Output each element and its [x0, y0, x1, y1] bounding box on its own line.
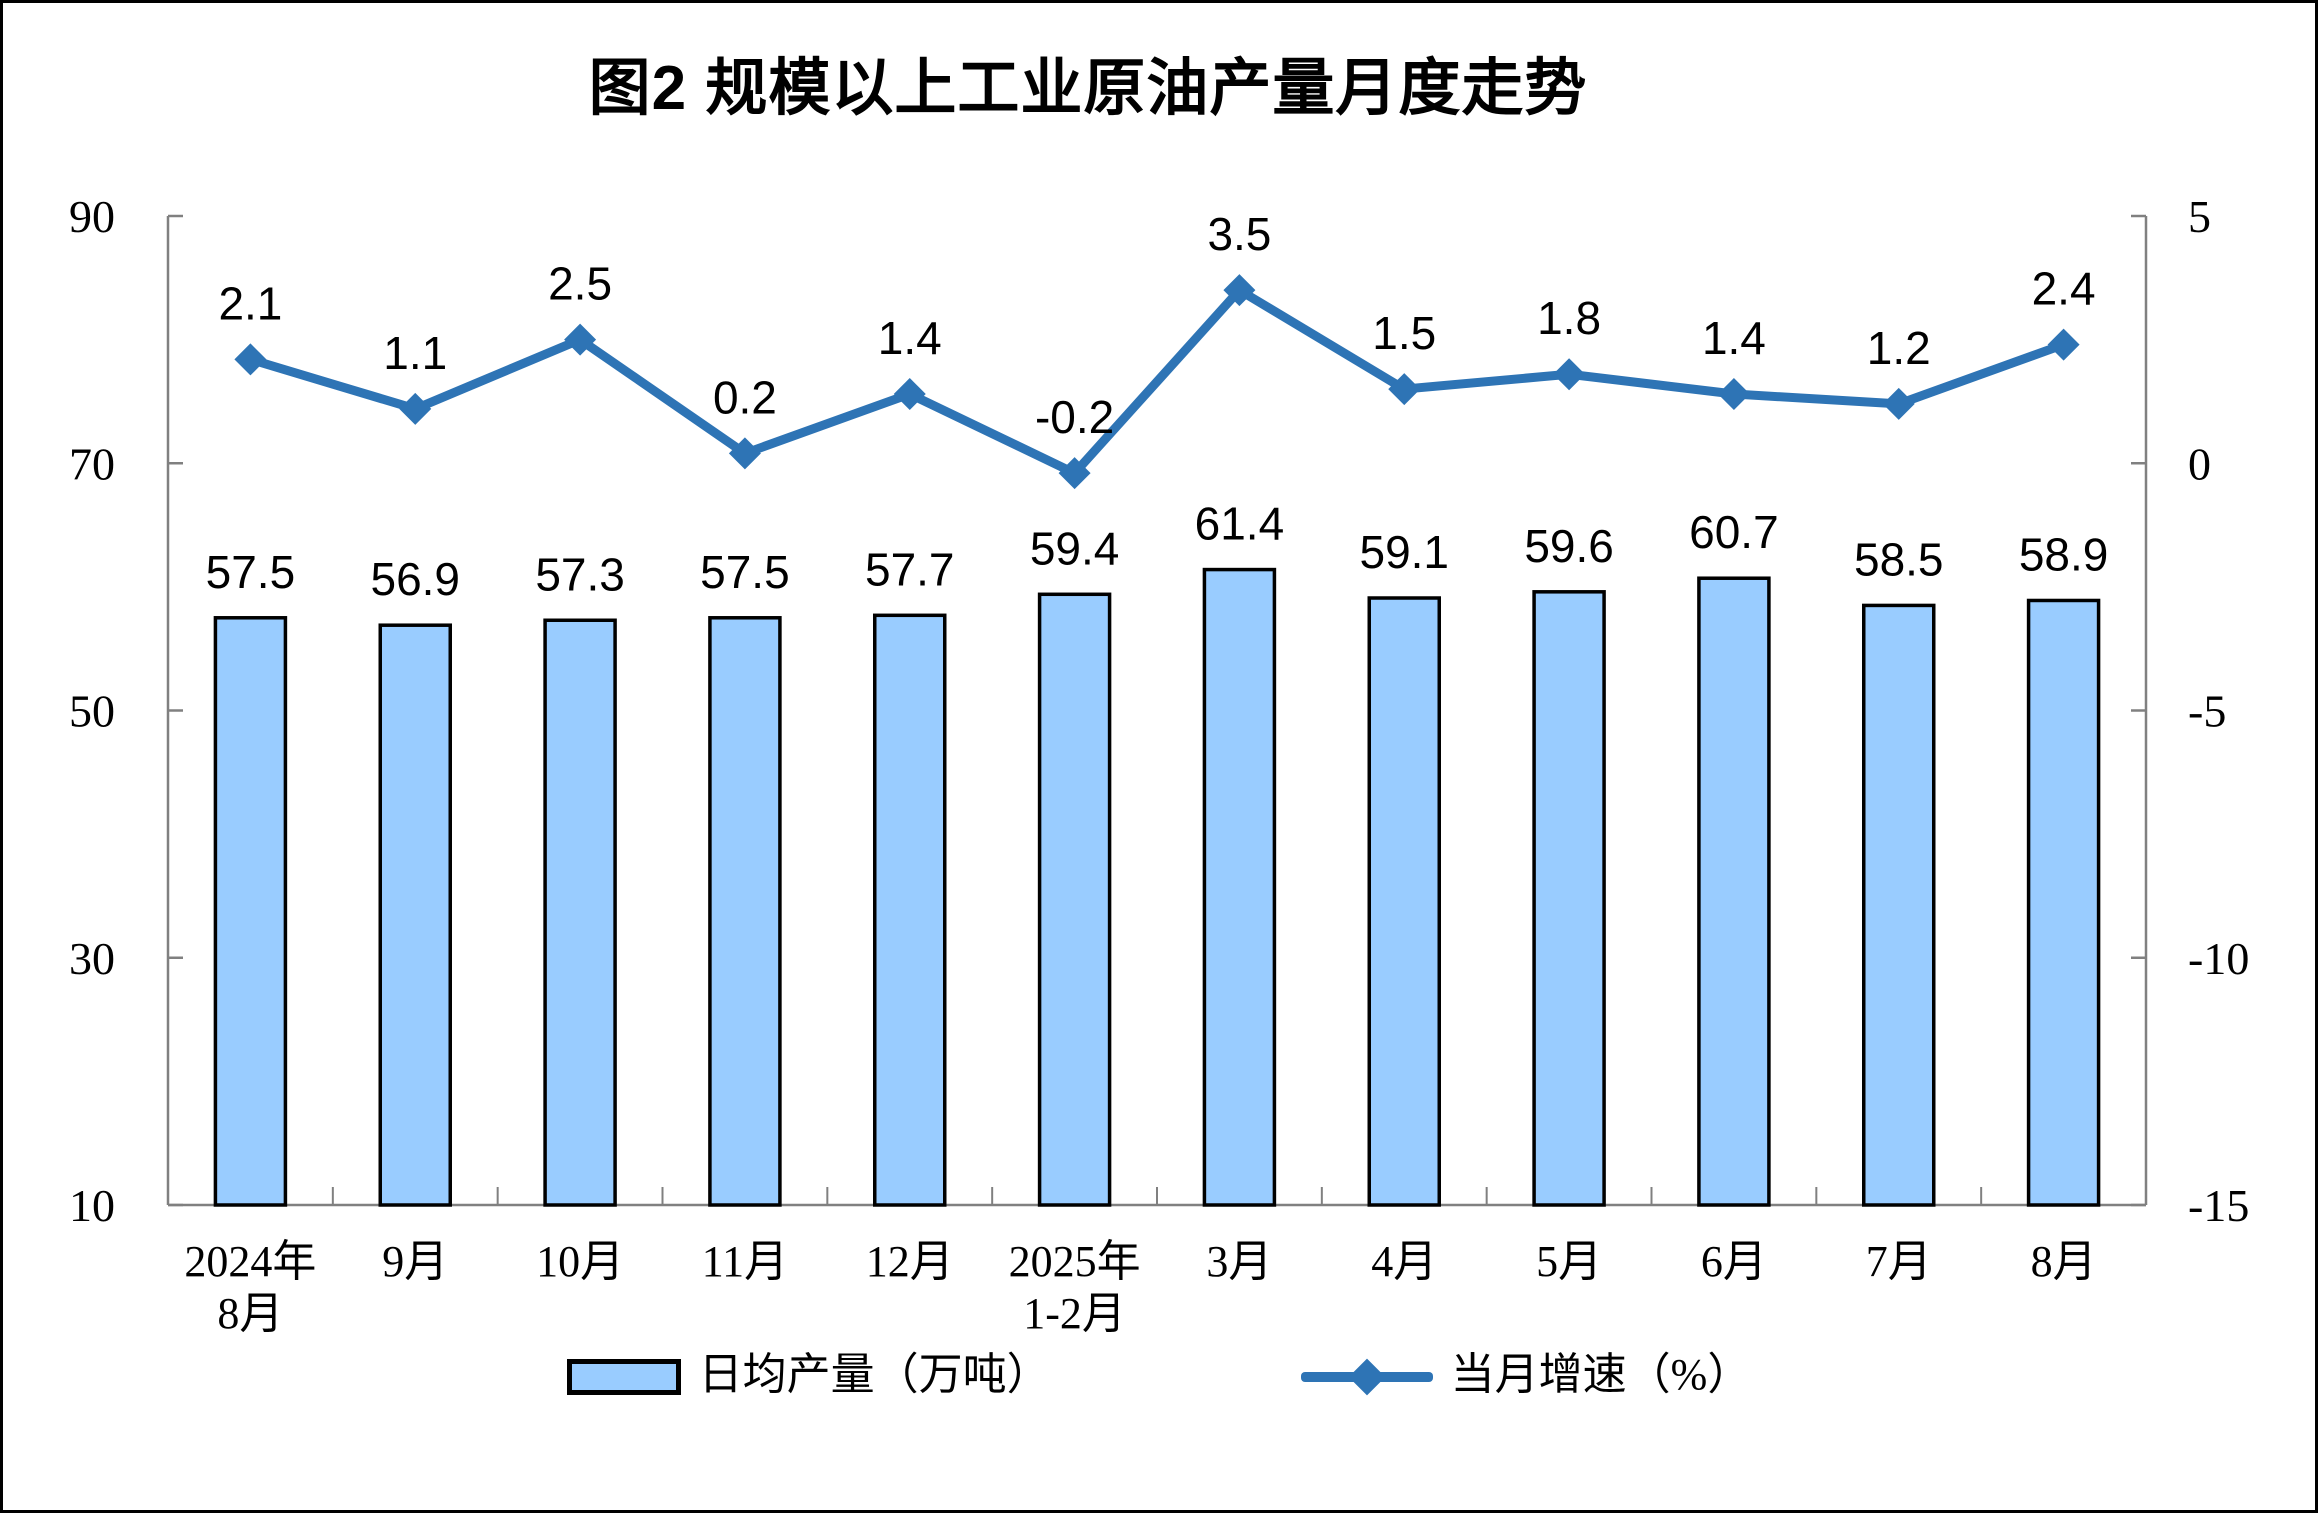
x-axis-category-label: 8月 [2031, 1237, 2097, 1286]
legend-item-line-series: 当月增速（%） [1300, 1350, 1752, 1401]
x-axis-category-label: 4月 [1371, 1237, 1437, 1286]
bar-series-swatch-icon [566, 1359, 681, 1395]
right-axis-tick-label: 0 [2188, 438, 2211, 489]
x-axis-category-label: 5月 [1536, 1237, 1602, 1286]
bar-value-label: 57.5 [700, 546, 790, 598]
right-axis-tick-label: -15 [2188, 1180, 2249, 1231]
line-value-label: 1.4 [1702, 312, 1766, 364]
bar-value-label: 59.6 [1524, 520, 1614, 572]
bar-value-label: 60.7 [1689, 506, 1779, 558]
line-point-marker [234, 343, 267, 376]
bar-value-label: 59.4 [1030, 522, 1120, 574]
legend-item-bar-series: 日均产量（万吨） [566, 1350, 1051, 1401]
bar-value-label: 58.9 [2019, 528, 2109, 580]
line-value-label: -0.2 [1035, 391, 1114, 443]
line-point-marker [1223, 274, 1256, 307]
bar-value-label: 58.5 [1854, 533, 1944, 585]
line-value-label: 1.1 [383, 327, 447, 379]
line-point-marker [399, 392, 432, 425]
legend-label-bar-series: 日均产量（万吨） [698, 1350, 1051, 1399]
x-axis-category-label: 2024年 [184, 1237, 316, 1286]
right-axis-tick-label: -10 [2188, 933, 2249, 984]
legend-label-line-series: 当月增速（%） [1450, 1350, 1752, 1399]
chart-plot-area: 10 30 50 70 90 -15 -10 -5 0 5 57.5 56.9 57.3 57.5 57.7… [69, 191, 2249, 1338]
line-point-marker [1388, 373, 1421, 406]
x-axis-category-label: 10月 [536, 1237, 624, 1286]
diamond-marker-icon [1348, 1358, 1386, 1396]
left-axis-tick-label: 30 [69, 933, 115, 984]
left-axis-tick-label: 70 [69, 438, 115, 489]
x-axis-category-label: 11月 [702, 1237, 788, 1286]
chart-legend: 日均产量（万吨） 当月增速（%） [3, 1353, 2315, 1401]
bar [1202, 567, 1277, 1207]
line-value-label: 0.2 [713, 371, 777, 423]
bar [543, 618, 617, 1207]
left-axis-tick-label: 90 [69, 191, 115, 242]
line-series-swatch-icon [1300, 1358, 1433, 1396]
bar [378, 623, 452, 1207]
line-value-label: 2.4 [2032, 263, 2096, 315]
x-axis-category-label: 7月 [1866, 1237, 1932, 1286]
bar-value-label: 59.1 [1359, 526, 1449, 578]
line-value-label: 1.5 [1372, 307, 1436, 359]
left-axis-tick-label: 50 [69, 686, 115, 737]
x-axis-category-label: 2025年 [1009, 1237, 1141, 1286]
bar-value-label: 57.3 [535, 548, 625, 600]
bar [1037, 592, 1112, 1207]
bar-value-label: 61.4 [1195, 498, 1285, 550]
growth-line [245, 285, 2069, 478]
line-value-label: 1.8 [1537, 292, 1601, 344]
bar [873, 613, 947, 1207]
line-point-marker [2047, 328, 2080, 361]
line-value-label: 2.5 [548, 258, 612, 310]
bar [213, 616, 288, 1207]
line-point-marker [1882, 387, 1915, 420]
bar-value-label: 57.5 [206, 546, 296, 598]
line-point-marker [728, 437, 761, 470]
bar-value-label: 56.9 [370, 553, 460, 605]
x-axis-category-label: 12月 [866, 1237, 954, 1286]
bar [708, 616, 782, 1207]
bar [2026, 598, 2101, 1207]
bar [1532, 590, 1606, 1207]
right-axis-tick-label: 5 [2188, 191, 2211, 242]
line-value-label: 2.1 [218, 277, 282, 329]
left-axis-tick-label: 10 [69, 1180, 115, 1231]
line-point-marker [1717, 378, 1750, 411]
x-axis-category-label: 9月 [382, 1237, 448, 1286]
x-axis-category-label: 3月 [1206, 1237, 1272, 1286]
line-value-label: 3.5 [1207, 208, 1271, 260]
line-point-marker [1058, 457, 1091, 490]
line-point-marker [564, 323, 597, 356]
right-axis-tick-label: -5 [2188, 686, 2226, 737]
bar [1367, 596, 1441, 1207]
line-value-label: 1.2 [1867, 322, 1931, 374]
x-axis-category-label: 1-2月 [1023, 1289, 1126, 1338]
x-axis-category-label: 8月 [217, 1289, 283, 1338]
line-point-marker [1553, 358, 1586, 391]
x-axis-category-label: 6月 [1701, 1237, 1767, 1286]
bar-value-label: 57.7 [865, 543, 955, 595]
line-point-marker [893, 378, 926, 411]
line-value-label: 1.4 [878, 312, 942, 364]
bar [1862, 603, 1936, 1207]
bar [1697, 576, 1771, 1207]
chart-title: 图2 规模以上工业原油产量月度走势 [588, 54, 1588, 123]
